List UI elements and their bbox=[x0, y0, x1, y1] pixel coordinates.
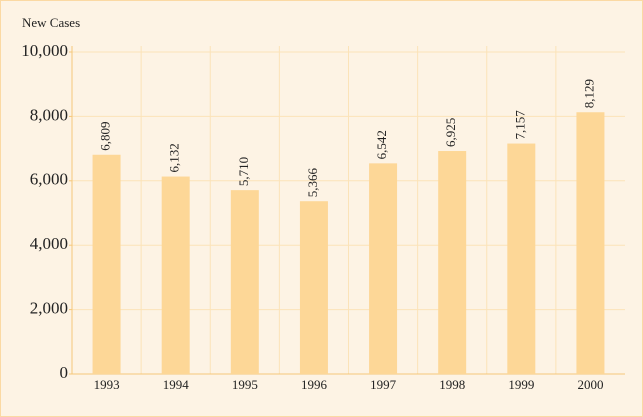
x-tick-label: 1996 bbox=[301, 377, 328, 392]
value-label: 6,809 bbox=[98, 122, 113, 151]
x-tick-label: 1994 bbox=[163, 377, 190, 392]
x-tick-label: 2000 bbox=[577, 377, 603, 392]
bar bbox=[507, 143, 536, 374]
value-label: 7,157 bbox=[512, 110, 527, 140]
bar bbox=[438, 151, 467, 374]
value-label: 5,710 bbox=[236, 157, 251, 186]
value-label: 6,132 bbox=[167, 143, 182, 172]
bar bbox=[369, 163, 398, 374]
y-tick-label: 4,000 bbox=[30, 234, 68, 253]
x-tick-label: 1997 bbox=[370, 377, 397, 392]
bar bbox=[576, 112, 605, 374]
x-tick-label: 1995 bbox=[232, 377, 258, 392]
bar bbox=[299, 201, 328, 374]
value-label: 6,542 bbox=[374, 130, 389, 159]
y-tick-label: 8,000 bbox=[30, 105, 68, 124]
value-label: 8,129 bbox=[581, 79, 596, 108]
y-tick-label: 10,000 bbox=[21, 41, 68, 60]
bar bbox=[161, 176, 190, 374]
chart-title: New Cases bbox=[22, 15, 80, 30]
value-label: 6,925 bbox=[443, 118, 458, 147]
y-tick-label: 0 bbox=[60, 363, 69, 382]
bar bbox=[92, 154, 121, 374]
x-tick-label: 1993 bbox=[94, 377, 120, 392]
value-label: 5,366 bbox=[305, 167, 320, 197]
x-tick-label: 1998 bbox=[439, 377, 465, 392]
bar bbox=[230, 190, 259, 374]
x-tick-label: 1999 bbox=[508, 377, 534, 392]
y-tick-label: 2,000 bbox=[30, 299, 68, 318]
y-tick-label: 6,000 bbox=[30, 170, 68, 189]
